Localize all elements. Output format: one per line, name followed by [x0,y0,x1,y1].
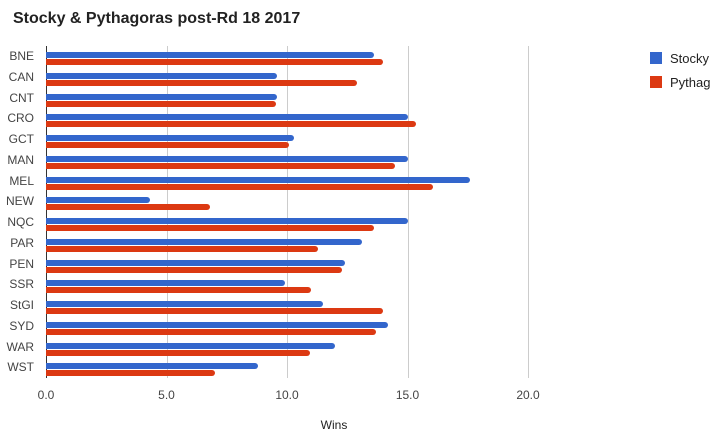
legend: Stocky Pythag [650,46,710,94]
bar-pythag[interactable] [46,308,384,314]
gridline [166,46,168,378]
bar-pythag[interactable] [46,100,277,107]
bar-pythag[interactable] [46,370,215,377]
bar-group-cro [46,108,528,129]
plot-area [46,46,529,378]
bar-group-pen [46,254,528,275]
y-tick-label: CRO [7,111,34,126]
y-tick-label: WST [7,360,34,375]
bar-group-ssr [46,274,528,295]
y-tick-label: GCT [8,132,34,146]
legend-swatch-icon [650,52,662,64]
bar-stocky[interactable] [46,52,374,58]
bar-group-par [46,233,528,254]
bar-stocky[interactable] [46,197,150,204]
gridline [528,46,529,378]
y-tick-label: SYD [9,318,34,333]
y-tick-label: PEN [9,256,34,271]
bar-pythag[interactable] [46,266,343,273]
bar-stocky[interactable] [46,72,278,79]
bar-group-war [46,337,528,358]
x-tick-label: 0.0 [37,388,55,402]
bar-stocky[interactable] [46,238,362,245]
y-tick-label: MEL [9,173,34,188]
bar-group-gct [46,129,528,150]
bar-stocky[interactable] [46,321,389,328]
bar-group-can [46,67,528,88]
bar-stocky[interactable] [46,218,408,224]
y-tick-label: CAN [8,69,34,84]
gridline [287,46,288,378]
y-tick-label: StGI [9,298,34,312]
y-tick-label: WAR [6,339,34,354]
bar-pythag[interactable] [46,349,310,356]
bar-pythag[interactable] [46,183,433,190]
legend-item-stocky[interactable]: Stocky [650,46,710,70]
bar-stocky[interactable] [46,93,278,100]
bar-pythag[interactable] [46,328,377,335]
y-tick-label: CNT [9,90,34,105]
bar-group-man [46,150,528,171]
y-tick-label: NQC [7,215,34,229]
bar-group-new [46,191,528,212]
legend-item-pythag[interactable]: Pythag [650,70,710,94]
bar-group-cnt [46,88,528,109]
bar-pythag[interactable] [46,204,210,211]
y-tick-label: PAR [10,235,34,250]
bar-pythag[interactable] [46,79,357,86]
bar-group-bne [46,46,528,67]
bar-group-mel [46,171,528,192]
y-axis-line [46,46,47,378]
x-tick-label: 20.0 [516,388,540,402]
bar-pythag[interactable] [46,162,396,169]
bar-stocky[interactable] [46,155,408,162]
bar-stocky[interactable] [46,342,336,349]
bar-group-nqc [46,212,528,233]
x-axis-title: Wins [320,418,348,432]
x-tick-label: 5.0 [158,388,175,402]
bar-pythag[interactable] [46,142,290,148]
bar-stocky[interactable] [46,280,285,287]
bar-pythag[interactable] [46,59,384,65]
bar-pythag[interactable] [46,121,416,128]
bar-stocky[interactable] [46,301,324,307]
bar-stocky[interactable] [46,135,295,141]
bar-pythag[interactable] [46,245,319,252]
legend-swatch-icon [650,76,662,88]
bar-stocky[interactable] [46,259,345,266]
legend-label: Stocky [670,50,710,66]
bar-stocky[interactable] [46,114,408,121]
bar-group-stgi [46,295,528,316]
bar-pythag[interactable] [46,225,374,231]
legend-label: Pythag [670,74,711,90]
y-tick-label: SSR [9,277,34,292]
x-tick-label: 10.0 [275,388,299,402]
bar-group-syd [46,316,528,337]
bar-pythag[interactable] [46,287,312,294]
bar-stocky[interactable] [46,363,259,370]
chart-title: Stocky & Pythagoras post-Rd 18 2017 [13,10,301,27]
bar-group-wst [46,357,528,378]
y-tick-label: MAN [7,152,34,167]
gridline [407,46,409,378]
y-tick-label: NEW [6,194,34,209]
x-tick-label: 15.0 [395,388,420,402]
bar-stocky[interactable] [46,176,471,183]
y-tick-label: BNE [9,49,34,63]
